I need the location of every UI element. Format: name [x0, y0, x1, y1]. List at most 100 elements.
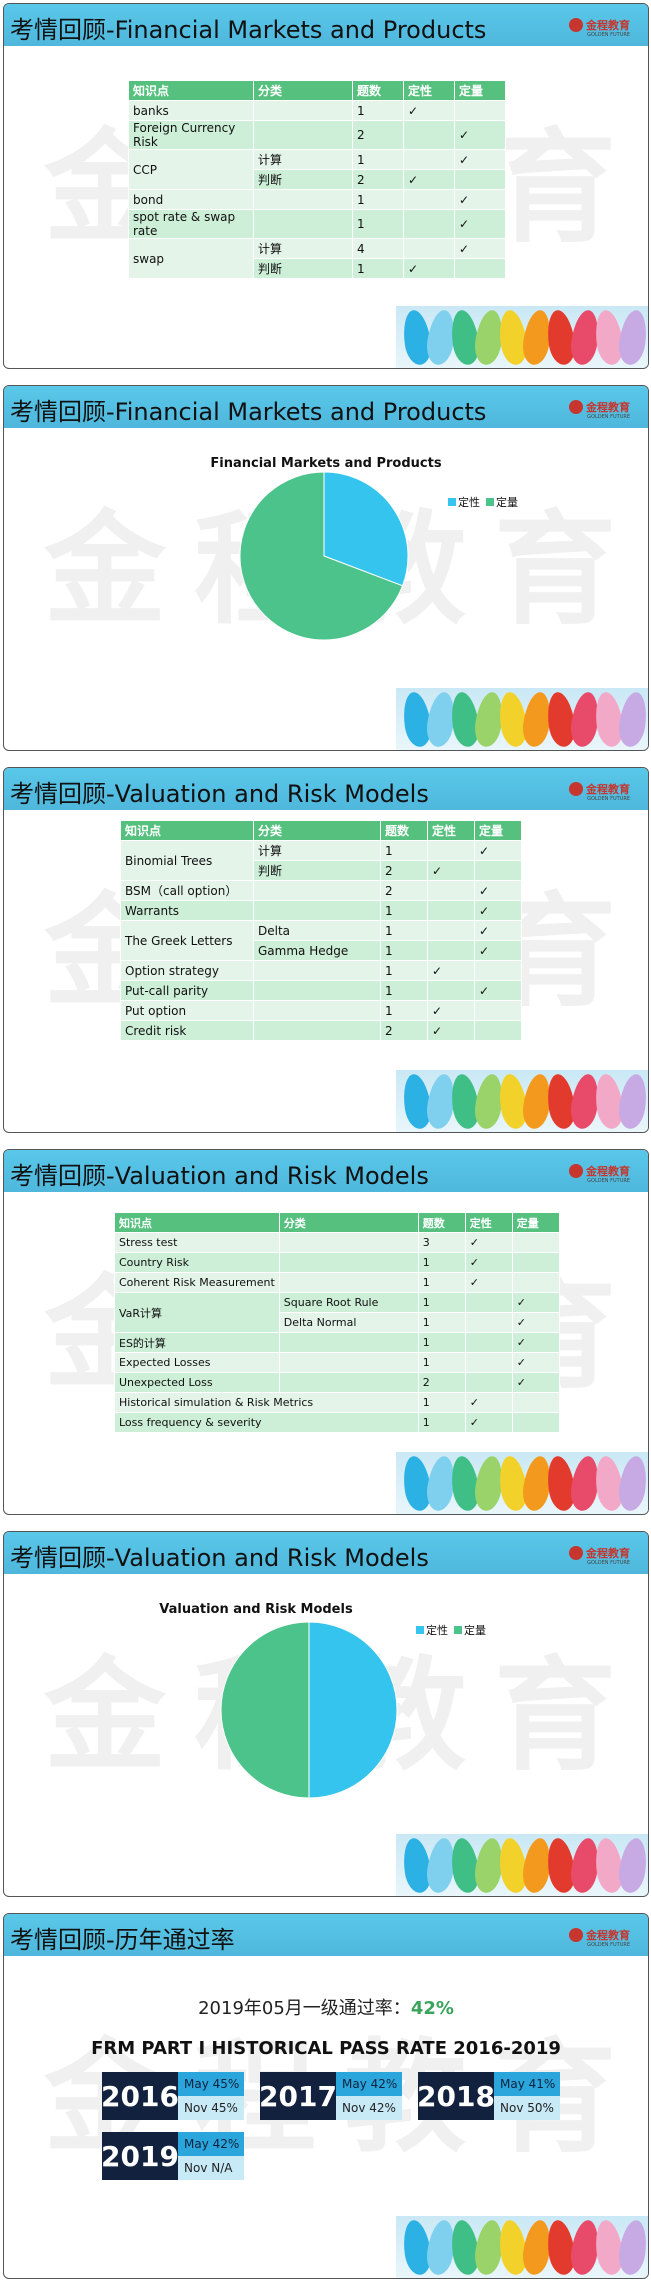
cell [253, 880, 381, 901]
pass-rate-2017: 2017 May 42% Nov 42% [259, 2072, 402, 2120]
may-rate: May 45% [178, 2072, 244, 2096]
col-header: 知识点 [114, 1212, 280, 1233]
cell [253, 209, 353, 239]
table-row: CCP 计算 1 ✓ [128, 149, 506, 190]
cell: 1 [417, 1252, 466, 1273]
cell: ✓ [403, 169, 455, 190]
cell: 1 [417, 1392, 466, 1413]
legend-swatch [416, 1626, 424, 1634]
cell: ✓ [464, 1252, 513, 1273]
cell [511, 1392, 560, 1413]
table-row: Credit risk 2 ✓ [120, 1020, 522, 1041]
nov-rate: Nov 45% [178, 2096, 244, 2120]
cell: 计算 [253, 238, 353, 259]
cell: ✓ [464, 1272, 513, 1293]
table-row: spot rate & swap rate 1 ✓ [128, 209, 506, 239]
logo: 金程教育 [569, 399, 630, 415]
cell: 4 [352, 238, 404, 259]
col-header: 题数 [352, 80, 404, 101]
cell: bond [128, 189, 254, 210]
cell [278, 1372, 419, 1393]
cell: Gamma Hedge [253, 940, 381, 961]
col-header: 分类 [253, 820, 381, 841]
table-row: Loss frequency & severity 1 ✓ [114, 1412, 560, 1433]
slide-6: 考情回顾-历年通过率 金程教育 GOLDEN FUTURE 金程教育 2019年… [3, 1913, 649, 2279]
logo-icon [569, 1164, 583, 1178]
cell: ✓ [474, 980, 522, 1001]
cell [454, 100, 506, 121]
table-row: ES的计算 1 ✓ [114, 1332, 560, 1353]
logo: 金程教育 [569, 1927, 630, 1943]
pie-slice-2 [220, 1621, 310, 1799]
logo-subtext: GOLDEN FUTURE [587, 796, 630, 802]
headline-value: 42% [410, 1998, 454, 2019]
slide-title: 考情回顾-Valuation and Risk Models [10, 780, 429, 808]
cell: Binomial Trees [120, 840, 254, 881]
table-row: swap 计算 4 ✓ [128, 238, 506, 279]
cell: ✓ [454, 120, 506, 150]
slide-title: 考情回顾-Valuation and Risk Models [10, 1162, 429, 1190]
cell: ✓ [511, 1332, 560, 1353]
cell [474, 1000, 522, 1021]
cell [253, 980, 381, 1001]
cell: CCP [128, 149, 254, 190]
slide-3: 考情回顾-Valuation and Risk Models 金程教育 GOLD… [3, 767, 649, 1133]
chart-title: Financial Markets and Products [210, 456, 442, 471]
pie-slice-1 [323, 471, 409, 587]
table-row: Unexpected Loss 2 ✓ [114, 1372, 560, 1393]
cell [464, 1292, 513, 1313]
cell: 1 [380, 940, 428, 961]
cell: Loss frequency & severity [114, 1412, 419, 1433]
cell: 1 [380, 900, 428, 921]
slide-header: 考情回顾-Financial Markets and Products 金程教育… [4, 386, 648, 428]
leaves-decoration [396, 1070, 648, 1132]
topic-table: 知识点 分类 题数 定性 定量 Stress test 3 ✓ Country Ri… [114, 1212, 560, 1433]
cell: swap [128, 238, 254, 279]
nov-rate: Nov 42% [336, 2096, 402, 2120]
table-row: Stress test 3 ✓ [114, 1232, 560, 1253]
slide-title: 考情回顾-Financial Markets and Products [10, 16, 487, 44]
table-row: BSM（call option） 2 ✓ [120, 880, 522, 901]
logo-subtext: GOLDEN FUTURE [587, 414, 630, 420]
cell [253, 1000, 381, 1021]
cell: ✓ [427, 1020, 475, 1041]
cell: 判断 [253, 258, 353, 279]
pie-slice-2 [239, 471, 404, 641]
cell: 2 [380, 860, 428, 881]
cell: ✓ [474, 900, 522, 921]
slide-5: 考情回顾-Valuation and Risk Models 金程教育 GOLD… [3, 1531, 649, 1897]
cell [403, 209, 455, 239]
logo-text: 金程教育 [586, 19, 630, 32]
cell: ✓ [474, 940, 522, 961]
cell: Square Root Rule [278, 1292, 419, 1313]
year-label: 2016 [101, 2072, 179, 2120]
cell: 1 [352, 149, 404, 170]
cell [454, 258, 506, 279]
slide-header: 考情回顾-Valuation and Risk Models 金程教育 GOLD… [4, 1532, 648, 1574]
cell: ES的计算 [114, 1332, 280, 1353]
cell: ✓ [454, 238, 506, 259]
table-row: 判断 2 ✓ [129, 169, 506, 190]
cell: 计算 [253, 840, 381, 861]
cell: ✓ [454, 149, 506, 170]
cell [427, 880, 475, 901]
cell: 2 [417, 1372, 466, 1393]
cell [278, 1252, 419, 1273]
cell: ✓ [464, 1412, 513, 1433]
cell [511, 1252, 560, 1273]
cell [427, 940, 475, 961]
cell: 1 [417, 1272, 466, 1293]
pass-rate-title: FRM PART I HISTORICAL PASS RATE 2016-201… [91, 2038, 561, 2059]
cell [511, 1272, 560, 1293]
logo: 金程教育 [569, 1163, 630, 1179]
cell [474, 860, 522, 881]
cell: 2 [352, 120, 404, 150]
col-header: 分类 [253, 80, 353, 101]
slide-header: 考情回顾-Valuation and Risk Models 金程教育 GOLD… [4, 768, 648, 810]
leaf-shape [616, 308, 648, 367]
cell: BSM（call option） [120, 880, 254, 901]
legend-entry: 定量 [496, 496, 518, 509]
topic-table: 知识点 分类 题数 定性 定量 Binomial Trees 计算 1 ✓ 判断 2 ✓ … [120, 820, 522, 1041]
cell: ✓ [511, 1292, 560, 1313]
cell: ✓ [454, 209, 506, 239]
